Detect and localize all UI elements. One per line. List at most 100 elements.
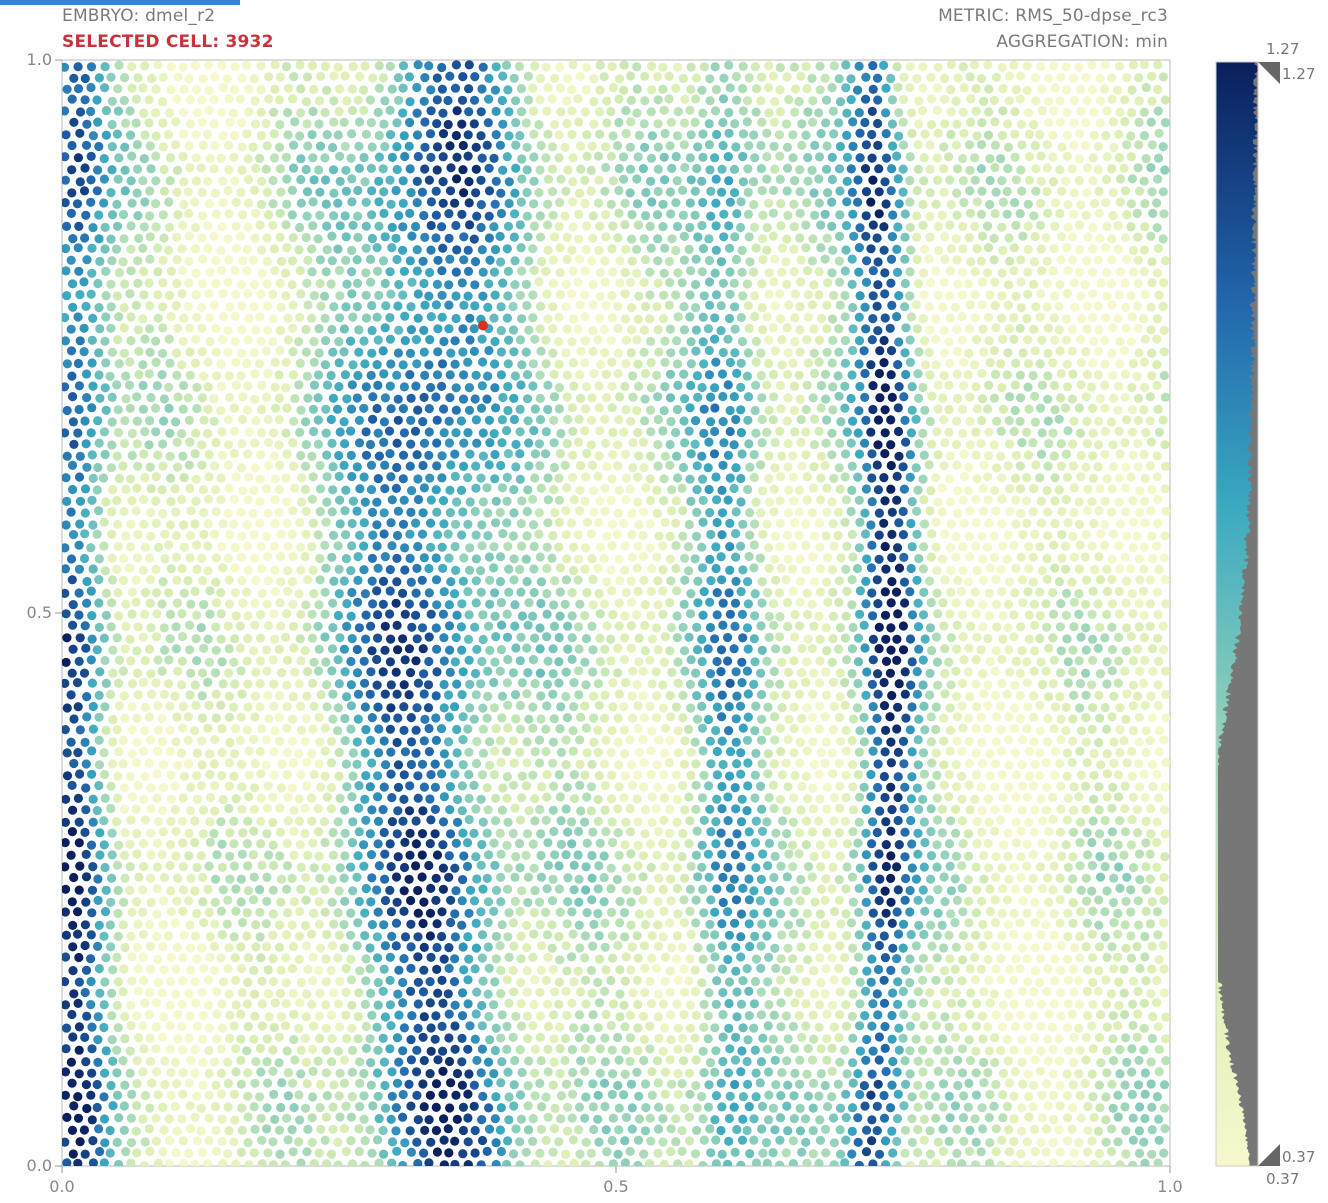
cell-point[interactable] xyxy=(399,495,409,505)
cell-point[interactable] xyxy=(1074,154,1084,164)
cell-point[interactable] xyxy=(308,197,318,207)
cell-point[interactable] xyxy=(672,586,682,596)
cell-point[interactable] xyxy=(820,712,831,722)
cell-point[interactable] xyxy=(911,414,921,424)
cell-point[interactable] xyxy=(66,324,76,334)
cell-point[interactable] xyxy=(638,691,648,701)
cell-point[interactable] xyxy=(959,655,969,665)
cell-point[interactable] xyxy=(632,244,642,254)
cell-point[interactable] xyxy=(528,655,539,665)
cell-point[interactable] xyxy=(841,60,851,70)
cell-point[interactable] xyxy=(282,174,292,184)
cell-point[interactable] xyxy=(1010,380,1020,390)
cell-point[interactable] xyxy=(1024,541,1034,552)
cell-point[interactable] xyxy=(517,496,527,506)
cell-point[interactable] xyxy=(757,72,767,82)
cell-point[interactable] xyxy=(261,164,271,174)
cell-point[interactable] xyxy=(724,108,734,118)
cell-point[interactable] xyxy=(919,495,929,505)
cell-point[interactable] xyxy=(588,645,598,655)
cell-point[interactable] xyxy=(985,358,995,368)
cell-point[interactable] xyxy=(1133,301,1143,311)
cell-point[interactable] xyxy=(437,312,447,322)
cell-point[interactable] xyxy=(334,564,344,574)
cell-point[interactable] xyxy=(900,598,910,608)
cell-point[interactable] xyxy=(807,256,818,266)
cell-point[interactable] xyxy=(484,163,494,173)
cell-point[interactable] xyxy=(983,633,993,644)
cell-point[interactable] xyxy=(1095,622,1105,633)
cell-point[interactable] xyxy=(529,426,539,436)
cell-point[interactable] xyxy=(918,382,928,393)
cell-point[interactable] xyxy=(451,291,461,301)
cell-point[interactable] xyxy=(866,427,876,437)
cell-point[interactable] xyxy=(1036,518,1047,528)
cell-point[interactable] xyxy=(953,279,963,289)
cell-point[interactable] xyxy=(750,726,760,736)
cell-point[interactable] xyxy=(224,691,234,701)
cell-point[interactable] xyxy=(290,117,300,127)
cell-point[interactable] xyxy=(912,529,922,539)
cell-point[interactable] xyxy=(275,345,285,356)
cell-point[interactable] xyxy=(736,312,746,323)
cell-point[interactable] xyxy=(276,552,286,562)
cell-point[interactable] xyxy=(145,462,155,472)
cell-point[interactable] xyxy=(621,587,632,598)
cell-point[interactable] xyxy=(191,176,201,186)
cell-point[interactable] xyxy=(1082,506,1092,516)
cell-point[interactable] xyxy=(483,118,493,128)
cell-point[interactable] xyxy=(452,174,462,184)
cell-point[interactable] xyxy=(418,417,428,427)
cell-point[interactable] xyxy=(807,508,818,518)
cell-point[interactable] xyxy=(471,690,481,700)
cell-point[interactable] xyxy=(625,142,636,152)
cell-point[interactable] xyxy=(764,451,774,461)
cell-point[interactable] xyxy=(613,461,623,471)
cell-point[interactable] xyxy=(432,461,442,471)
cell-point[interactable] xyxy=(606,565,616,575)
cell-point[interactable] xyxy=(933,245,944,256)
cell-point[interactable] xyxy=(638,666,648,677)
cell-point[interactable] xyxy=(632,563,642,573)
cell-point[interactable] xyxy=(898,94,909,105)
cell-point[interactable] xyxy=(158,323,168,333)
cell-point[interactable] xyxy=(608,176,618,186)
cell-point[interactable] xyxy=(561,530,571,540)
cell-point[interactable] xyxy=(1083,484,1093,494)
cell-point[interactable] xyxy=(229,152,239,162)
cell-point[interactable] xyxy=(1076,313,1087,324)
cell-point[interactable] xyxy=(164,588,174,598)
cell-point[interactable] xyxy=(958,566,968,576)
cell-point[interactable] xyxy=(320,360,330,370)
cell-point[interactable] xyxy=(724,221,734,231)
cell-point[interactable] xyxy=(497,483,507,493)
cell-point[interactable] xyxy=(224,140,234,150)
cell-point[interactable] xyxy=(165,108,175,118)
cell-point[interactable] xyxy=(94,348,104,358)
cell-point[interactable] xyxy=(433,530,443,540)
cell-point[interactable] xyxy=(68,620,78,630)
cell-point[interactable] xyxy=(627,209,637,220)
cell-point[interactable] xyxy=(92,529,102,539)
cell-point[interactable] xyxy=(842,176,852,186)
cell-point[interactable] xyxy=(146,393,156,403)
cell-point[interactable] xyxy=(406,393,416,403)
cell-point[interactable] xyxy=(957,312,967,322)
cell-point[interactable] xyxy=(536,598,546,609)
cell-point[interactable] xyxy=(119,323,129,333)
cell-point[interactable] xyxy=(1024,152,1035,162)
cell-point[interactable] xyxy=(660,382,670,392)
cell-point[interactable] xyxy=(658,84,668,94)
cell-point[interactable] xyxy=(919,290,929,300)
cell-point[interactable] xyxy=(166,266,176,276)
cell-point[interactable] xyxy=(867,129,877,140)
cell-point[interactable] xyxy=(731,714,741,724)
cell-point[interactable] xyxy=(478,724,488,734)
cell-point[interactable] xyxy=(199,529,209,539)
cell-point[interactable] xyxy=(132,188,142,198)
cell-point[interactable] xyxy=(641,187,651,198)
cell-point[interactable] xyxy=(1145,392,1155,402)
cell-point[interactable] xyxy=(366,667,376,677)
cell-point[interactable] xyxy=(367,553,377,564)
cell-point[interactable] xyxy=(1022,313,1032,324)
